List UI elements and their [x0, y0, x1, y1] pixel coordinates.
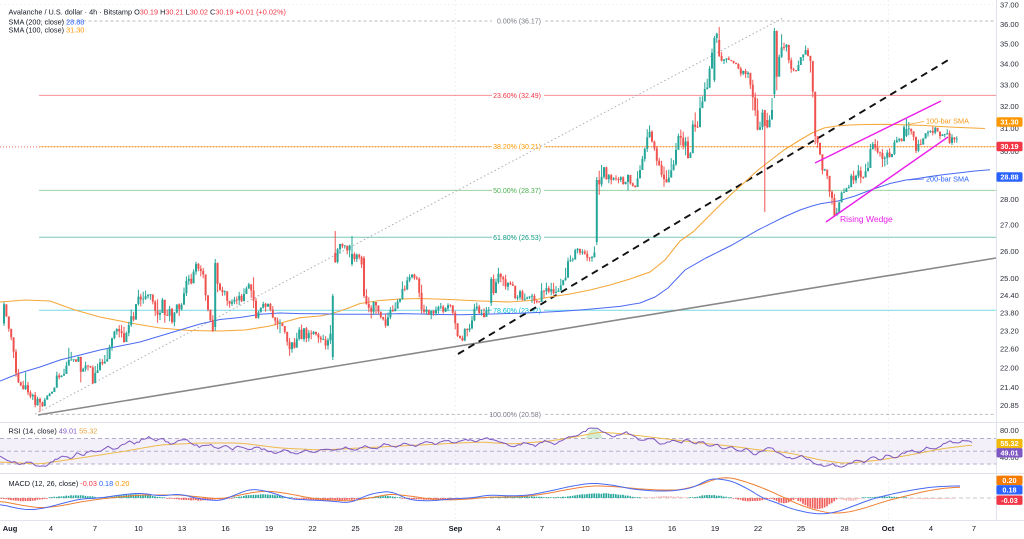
- svg-text:19: 19: [265, 524, 273, 533]
- svg-text:21.40: 21.40: [1000, 383, 1019, 392]
- svg-text:16: 16: [221, 524, 229, 533]
- svg-text:22: 22: [308, 524, 316, 533]
- svg-text:7: 7: [93, 524, 97, 533]
- svg-text:19: 19: [711, 524, 719, 533]
- svg-text:22: 22: [754, 524, 762, 533]
- svg-text:22.60: 22.60: [1000, 345, 1019, 354]
- svg-text:49.01: 49.01: [1000, 448, 1018, 457]
- svg-text:0.18: 0.18: [1002, 485, 1016, 494]
- svg-text:4: 4: [49, 524, 53, 533]
- svg-text:22.00: 22.00: [1000, 364, 1019, 373]
- svg-text:23.60% (32.49): 23.60% (32.49): [493, 93, 541, 100]
- svg-text:32.00: 32.00: [1000, 102, 1019, 111]
- svg-text:25.00: 25.00: [1000, 274, 1019, 283]
- svg-text:34.00: 34.00: [1000, 60, 1019, 69]
- svg-text:-0.03: -0.03: [1001, 496, 1018, 505]
- svg-text:33.00: 33.00: [1000, 81, 1019, 90]
- svg-text:38.20% (30.21): 38.20% (30.21): [493, 144, 541, 151]
- svg-text:Aug: Aug: [3, 524, 18, 533]
- svg-text:4: 4: [496, 524, 500, 533]
- svg-text:36.00: 36.00: [1000, 20, 1019, 29]
- svg-text:31.30: 31.30: [1000, 118, 1018, 127]
- svg-text:100-bar SMA: 100-bar SMA: [926, 117, 969, 126]
- svg-text:55.32: 55.32: [1000, 439, 1018, 448]
- svg-text:7: 7: [540, 524, 544, 533]
- svg-text:0.00% (36.17): 0.00% (36.17): [497, 19, 541, 26]
- svg-text:SMA (200, close) 28.88: SMA (200, close) 28.88: [9, 17, 85, 26]
- svg-text:16: 16: [668, 524, 676, 533]
- svg-text:13: 13: [624, 524, 632, 533]
- svg-text:35.00: 35.00: [1000, 39, 1019, 48]
- svg-text:80.00: 80.00: [1000, 426, 1019, 435]
- svg-text:23.20: 23.20: [1000, 326, 1019, 335]
- svg-text:31.00: 31.00: [1000, 124, 1019, 133]
- svg-text:23.80: 23.80: [1000, 309, 1019, 318]
- svg-text:28.00: 28.00: [1000, 195, 1019, 204]
- svg-text:30.00: 30.00: [1000, 147, 1019, 156]
- svg-text:SMA (100, close) 31.30: SMA (100, close) 31.30: [9, 26, 85, 35]
- svg-text:Avalanche / U.S. dollar · 4h ·: Avalanche / U.S. dollar · 4h · Bitstamp …: [9, 8, 286, 17]
- svg-text:Oct: Oct: [882, 524, 895, 533]
- svg-text:20.85: 20.85: [1000, 401, 1019, 410]
- svg-text:100.00% (20.58): 100.00% (20.58): [489, 412, 541, 419]
- svg-text:Rising Wedge: Rising Wedge: [840, 214, 893, 224]
- svg-text:10: 10: [581, 524, 589, 533]
- svg-text:30.19: 30.19: [1000, 142, 1018, 151]
- svg-text:13: 13: [178, 524, 186, 533]
- svg-text:MACD (12, 26, close) -0.03 0: MACD (12, 26, close) -0.03 0.18 0.20: [9, 479, 130, 488]
- svg-text:27.00: 27.00: [1000, 221, 1019, 230]
- svg-text:24.40: 24.40: [1000, 291, 1019, 300]
- svg-text:37.00: 37.00: [1000, 1, 1019, 10]
- svg-text:RSI (14, close) 49.01 55.32: RSI (14, close) 49.01 55.32: [9, 427, 98, 436]
- svg-text:25: 25: [351, 524, 359, 533]
- svg-text:28: 28: [840, 524, 848, 533]
- svg-text:28.88: 28.88: [1000, 173, 1018, 182]
- svg-text:200-bar SMA: 200-bar SMA: [926, 175, 969, 184]
- svg-text:61.80% (26.53): 61.80% (26.53): [493, 235, 541, 242]
- svg-text:78.60% (23.92): 78.60% (23.92): [493, 308, 541, 315]
- svg-text:50.00% (28.37): 50.00% (28.37): [493, 188, 541, 195]
- svg-text:25: 25: [797, 524, 805, 533]
- svg-text:Sep: Sep: [449, 524, 463, 533]
- svg-text:0.20: 0.20: [1002, 476, 1016, 485]
- svg-text:7: 7: [972, 524, 976, 533]
- svg-text:4: 4: [929, 524, 933, 533]
- svg-text:26.00: 26.00: [1000, 247, 1019, 256]
- svg-text:10: 10: [134, 524, 142, 533]
- svg-text:28: 28: [394, 524, 402, 533]
